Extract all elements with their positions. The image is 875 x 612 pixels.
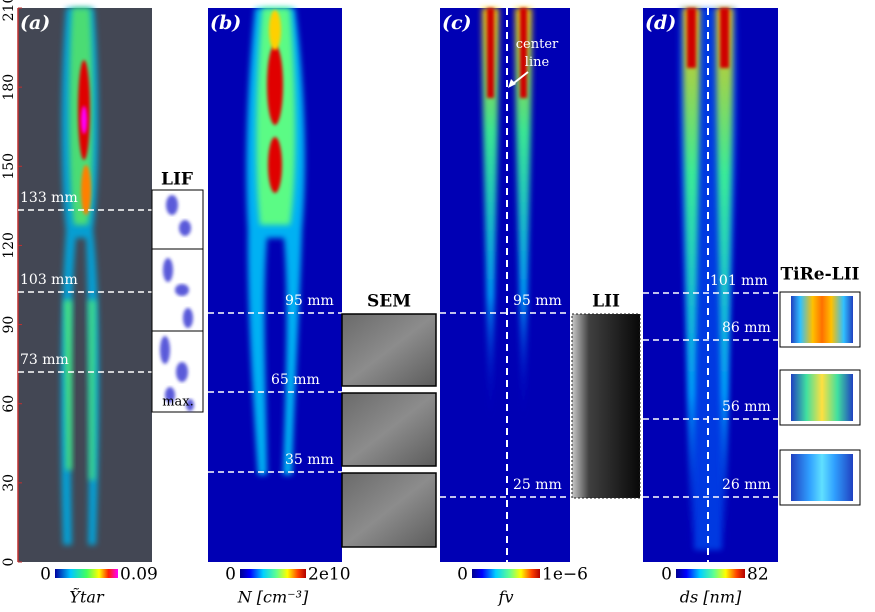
sem-image — [341, 313, 437, 387]
lif-note: max. — [162, 395, 194, 410]
marker-label: 101 mm — [710, 273, 768, 289]
flame-core — [81, 165, 91, 215]
marker-label: 95 mm — [285, 293, 334, 309]
flame-region — [482, 8, 499, 420]
flame-core — [269, 10, 281, 50]
lif-signal — [165, 387, 175, 403]
marker-label: 95 mm — [513, 293, 562, 309]
flame-core — [487, 8, 494, 98]
marker-label: 73 mm — [20, 352, 69, 368]
y-tick-label: 0 — [1, 558, 17, 567]
panel-label: (d) — [645, 12, 676, 34]
y-tick-label: 90 — [1, 316, 17, 334]
tire-image — [791, 454, 853, 501]
flame-core — [267, 45, 283, 125]
y-tick-label: 180 — [1, 74, 17, 101]
colorbar-max: 82 — [747, 565, 769, 585]
flame-region — [64, 300, 72, 470]
lii-image — [571, 313, 641, 499]
colorbar — [472, 569, 540, 578]
lif-signal — [166, 195, 178, 215]
annotation-line: center — [516, 37, 559, 52]
colorbar — [240, 569, 306, 578]
colorbar-label: ds [nm] — [680, 588, 742, 607]
lif-signal — [160, 336, 170, 364]
flame-region — [683, 8, 700, 560]
lif-signal — [183, 308, 193, 328]
colorbar — [55, 569, 118, 578]
lif-signal — [175, 284, 189, 296]
flame-core — [520, 8, 527, 98]
colorbar-max: 1e−6 — [542, 565, 588, 585]
sem-image — [341, 392, 437, 467]
inset-title: LIF — [161, 170, 193, 190]
panel-label: (c) — [442, 12, 472, 34]
inset-title: TiRe-LII — [781, 265, 860, 285]
y-tick-label: 210 — [1, 0, 17, 21]
colorbar — [676, 569, 745, 578]
annotation: center line — [516, 37, 559, 70]
colorbar-min: 0 — [40, 565, 51, 585]
marker-label: 65 mm — [271, 372, 320, 388]
colorbar-min: 0 — [457, 565, 468, 585]
colorbar-label: Ỹtar — [69, 587, 105, 607]
flame-region — [716, 8, 733, 560]
flame-core — [268, 137, 282, 193]
contour-panel — [440, 8, 570, 562]
marker-label: 103 mm — [20, 272, 78, 288]
lif-signal — [179, 220, 191, 236]
lif-signal — [176, 362, 188, 382]
y-tick-label: 60 — [1, 395, 17, 413]
marker-label: 86 mm — [722, 320, 771, 336]
panel-label: (b) — [210, 12, 241, 34]
colorbar-label: fv — [498, 588, 514, 607]
tire-image — [791, 374, 853, 421]
flame-region — [88, 300, 96, 480]
lif-signal — [163, 258, 173, 282]
y-tick-label: 120 — [1, 232, 17, 259]
marker-label: 133 mm — [20, 190, 78, 206]
flame-region — [515, 8, 532, 420]
lif-signal — [186, 399, 194, 411]
y-tick-label: 150 — [1, 153, 17, 180]
annotation-line: line — [525, 55, 550, 70]
marker-label: 25 mm — [513, 477, 562, 493]
colorbar-max: 2e10 — [308, 565, 351, 585]
colorbar-min: 0 — [661, 565, 672, 585]
marker-label: 35 mm — [285, 452, 334, 468]
flame-core — [81, 106, 87, 134]
inset-title: SEM — [367, 292, 411, 312]
panel-label: (a) — [20, 12, 50, 34]
colorbar-label: N [cm⁻³] — [237, 588, 309, 607]
annotation-arrowhead — [508, 79, 516, 88]
colorbar-min: 0 — [225, 565, 236, 585]
flame-core — [687, 8, 696, 68]
colorbar-max: 0.09 — [120, 565, 158, 585]
flame-core — [720, 8, 729, 68]
marker-label: 26 mm — [722, 477, 771, 493]
y-tick-label: 30 — [1, 474, 17, 492]
marker-label: 56 mm — [722, 399, 771, 415]
tire-image — [791, 296, 853, 343]
lif-image — [151, 189, 204, 413]
inset-title: LII — [592, 292, 620, 312]
sem-image — [341, 472, 437, 548]
